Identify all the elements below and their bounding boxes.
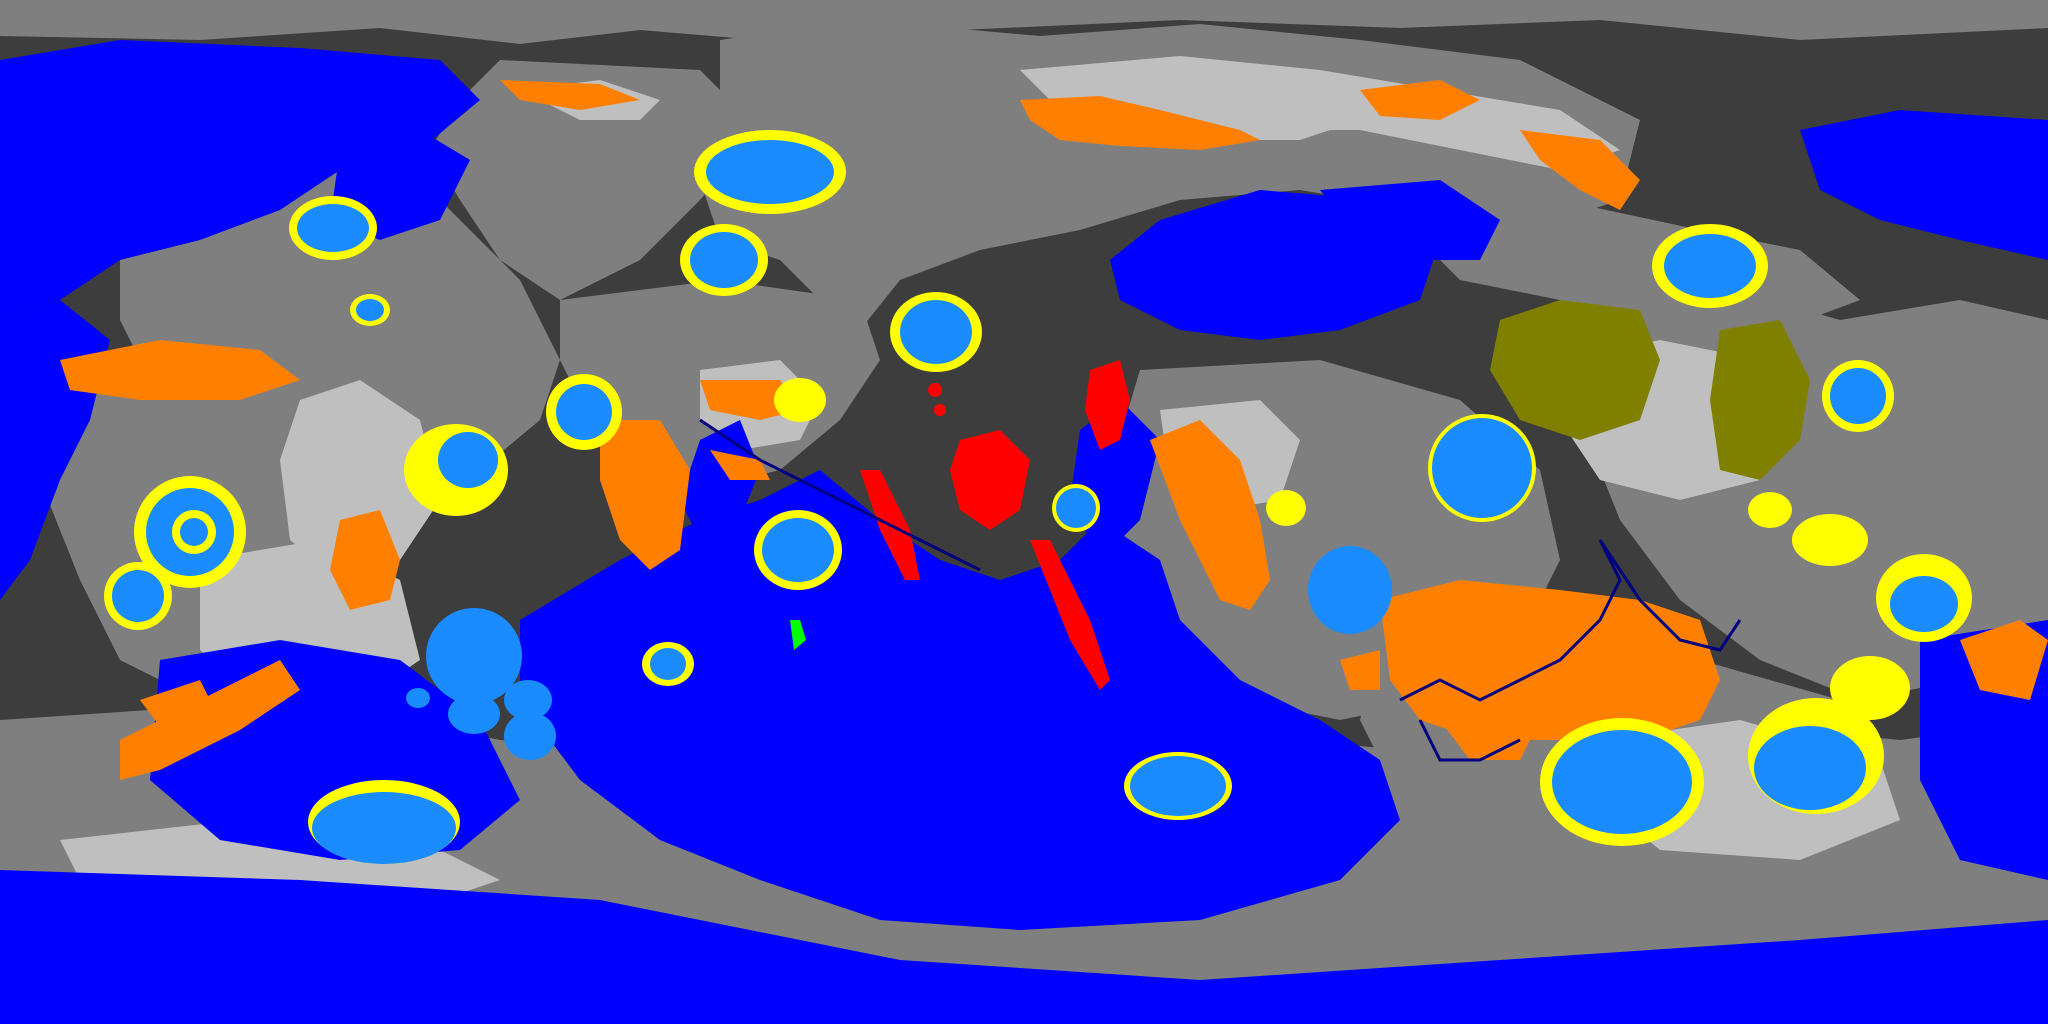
forest-east — [1490, 300, 1660, 440]
crater-far-east — [1876, 554, 1972, 642]
desert-west-band — [60, 340, 300, 400]
desert-regions — [60, 80, 2048, 780]
crater-north-center — [694, 130, 846, 214]
volcanic-center — [950, 430, 1030, 530]
crater-northwest-2 — [350, 294, 390, 326]
volcanic-spot-1 — [928, 383, 942, 397]
ocean-north-east-band — [1320, 180, 1500, 260]
highland-west-center — [280, 380, 440, 580]
crater-east-yellow-blob — [1266, 490, 1306, 526]
crater-center-east-small — [1052, 484, 1100, 532]
desert-east-small — [1340, 650, 1380, 690]
desert-west-south — [140, 680, 220, 740]
desert-center-strip — [710, 450, 770, 480]
green-patch — [790, 620, 806, 650]
river-east-branch — [1418, 719, 1521, 762]
crater-west-lower — [104, 562, 172, 630]
crater-center-small — [642, 642, 694, 686]
crater-northeast — [1652, 224, 1768, 308]
crater-center — [754, 510, 842, 590]
forest-regions — [1490, 300, 1810, 480]
crater-southwest — [308, 780, 460, 864]
desert-east-center — [1150, 420, 1270, 610]
crater-northwest-1 — [289, 196, 377, 260]
desert-southeast-large — [1380, 580, 1720, 740]
ocean-south-polar — [0, 870, 2048, 1024]
desert-far-east — [1960, 620, 2048, 700]
volcanic-center-north — [1085, 360, 1130, 450]
desert-northwest — [500, 80, 640, 110]
desert-center — [600, 420, 690, 570]
river-network — [699, 418, 1742, 762]
crater-west-center — [546, 374, 622, 450]
crater-center-north — [890, 292, 982, 372]
crater-north-yellow-blob — [774, 378, 826, 422]
desert-north-center — [1020, 96, 1260, 150]
desert-north-east-2 — [1520, 130, 1640, 210]
crater-lakes — [104, 130, 1972, 864]
lowland-north-band — [0, 0, 2048, 44]
crater-southeast-large — [1540, 718, 1704, 846]
volcanic-spot-2 — [934, 404, 946, 416]
desert-north-east — [1360, 80, 1480, 120]
desert-west — [330, 510, 400, 610]
crater-east-large — [1428, 414, 1536, 522]
crater-east-cluster — [1748, 492, 1868, 566]
ocean-center-channel — [680, 420, 760, 540]
crater-east-lake — [1308, 546, 1392, 634]
volcanic-regions — [860, 360, 1130, 690]
forest-east-2 — [1710, 320, 1810, 480]
crater-west-double — [404, 424, 508, 516]
crater-southwest-lakes — [406, 608, 556, 760]
crater-south-center — [1124, 752, 1232, 820]
desert-southeast — [1440, 700, 1540, 760]
lowland-northwest — [430, 60, 760, 300]
crater-east-right — [1822, 360, 1894, 432]
river-east-canyon — [1399, 539, 1742, 702]
crater-west-ring — [134, 476, 246, 588]
crater-southeast-right — [1748, 656, 1910, 814]
crater-north-west-center — [680, 224, 768, 296]
desert-center-north — [700, 380, 800, 420]
ocean-northwest — [0, 40, 480, 320]
ocean-northeast — [1800, 110, 2048, 260]
river-center — [699, 418, 981, 572]
volcanic-streak-south — [1030, 540, 1110, 690]
